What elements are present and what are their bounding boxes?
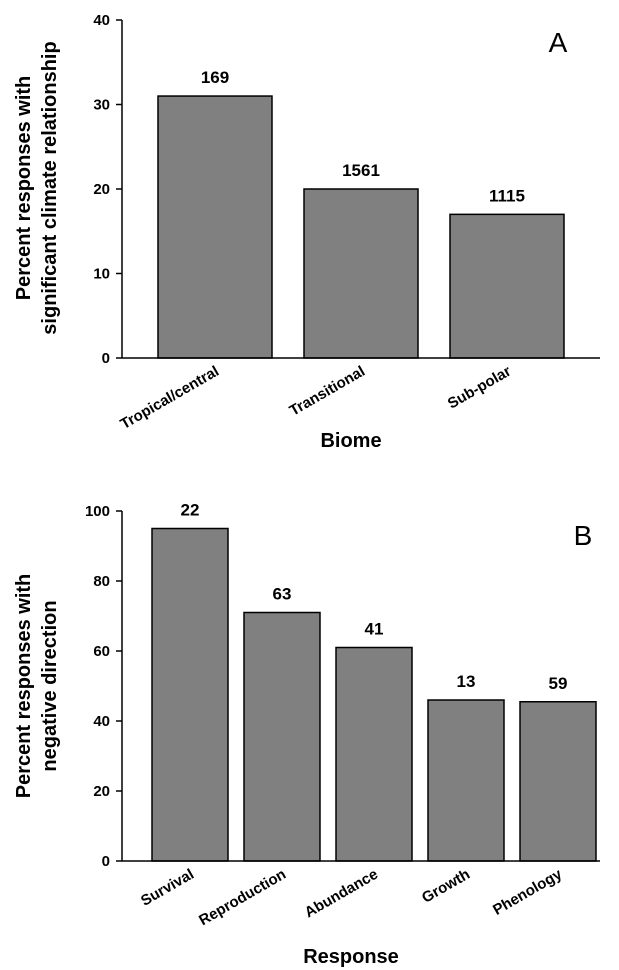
y-tick-label-a-5: 40	[93, 12, 110, 29]
bar-b-4	[427, 699, 505, 862]
chart-panel-a: 169 Tropical/central 1561 Transitional 1115 S…	[13, 12, 600, 452]
y-axis-title-a-line1: Percent responses with	[13, 76, 35, 301]
data-label-b-5: 59	[549, 674, 568, 693]
data-label-b-4: 13	[457, 672, 476, 691]
data-label-b-2: 63	[273, 585, 292, 604]
bar-b-1	[151, 527, 229, 862]
y-tick-label-b-4: 60	[93, 643, 110, 660]
x-tick-label-a-1: Tropical/central	[117, 363, 222, 433]
bar-a-1	[157, 95, 273, 359]
y-tick-label-b-2: 20	[93, 783, 110, 800]
y-axis-title-a-line2: significant climate relationship	[39, 41, 61, 334]
data-label-a-3: 1115	[489, 186, 525, 205]
bar-a-2	[303, 188, 419, 359]
panel-label-a: A	[549, 27, 568, 58]
y-tick-label-b-6: 100	[85, 503, 110, 520]
x-tick-label-b-3: Abundance	[302, 866, 381, 922]
y-tick-label-a-4: 30	[93, 97, 110, 114]
panel-label-b: B	[574, 520, 593, 551]
data-label-a-1: 169	[201, 68, 229, 87]
bar-a-3	[449, 213, 565, 359]
x-tick-label-b-1: Survival	[138, 866, 197, 910]
bar-b-3	[335, 646, 413, 862]
data-label-b-1: 22	[181, 501, 200, 520]
y-tick-label-a-3: 20	[93, 181, 110, 198]
x-tick-label-a-3: Sub-polar	[445, 363, 514, 413]
data-label-b-3: 41	[365, 620, 384, 639]
y-tick-label-a-1: 0	[102, 350, 110, 367]
x-axis-title-b: Response	[303, 946, 399, 968]
bar-b-5	[519, 701, 597, 862]
y-tick-label-b-1: 0	[102, 853, 110, 870]
y-tick-label-b-5: 80	[93, 573, 110, 590]
bar-b-2	[243, 611, 321, 862]
x-tick-label-a-2: Transitional	[287, 363, 368, 420]
x-tick-label-b-2: Reproduction	[196, 866, 289, 929]
y-tick-label-a-2: 10	[93, 266, 110, 283]
x-tick-label-b-4: Growth	[419, 866, 473, 907]
y-tick-label-b-3: 40	[93, 713, 110, 730]
y-axis-title-b-line2: negative direction	[39, 600, 61, 771]
chart-panel-b: 22 Survival 63 Reproduction 41 Abundance 13 Gro…	[13, 501, 600, 968]
x-axis-title-a: Biome	[320, 430, 381, 452]
data-label-a-2: 1561	[342, 161, 380, 180]
y-axis-title-b-line1: Percent responses with	[13, 574, 35, 799]
x-tick-label-b-5: Phenology	[490, 865, 565, 918]
